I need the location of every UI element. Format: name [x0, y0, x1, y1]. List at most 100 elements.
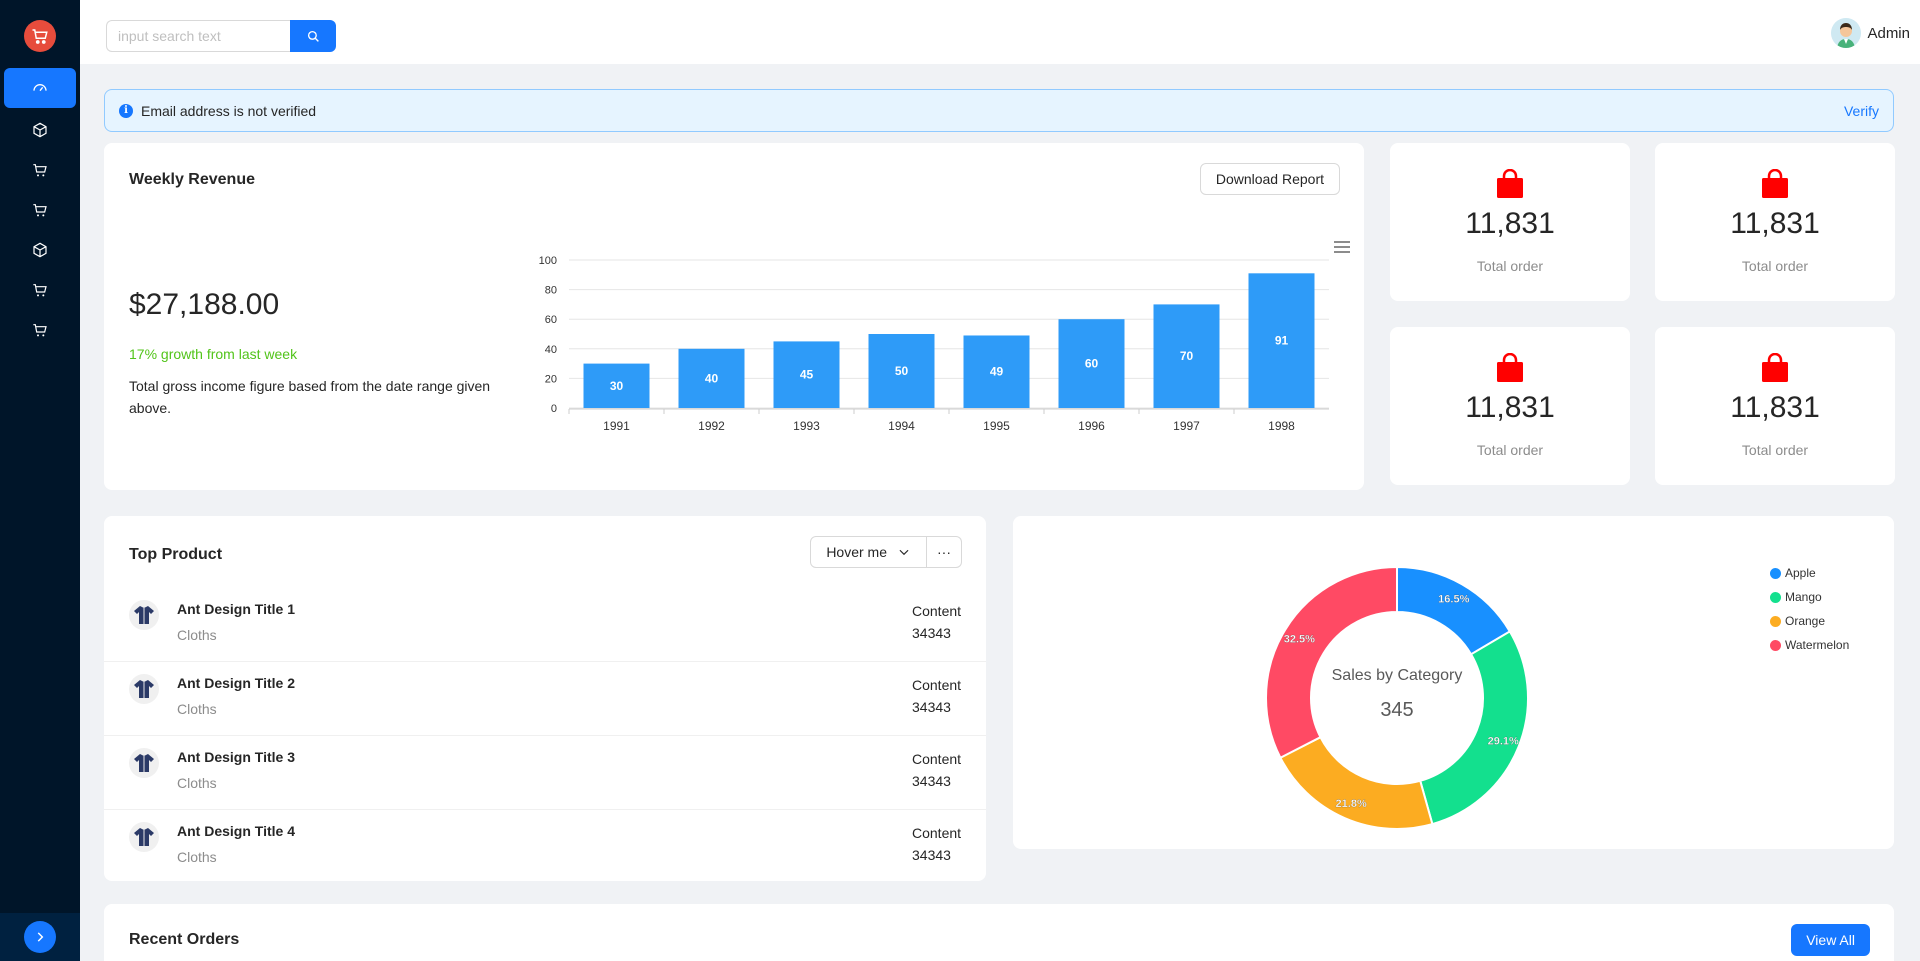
bar-data-label: 49 [990, 365, 1004, 379]
weekly-revenue-title: Weekly Revenue [129, 171, 255, 188]
product-category: Cloths [177, 701, 217, 717]
product-thumbnail [129, 600, 159, 630]
slice-label: 16.5% [1438, 594, 1469, 606]
cart-icon [33, 164, 47, 177]
stat-value: 11,831 [1465, 207, 1555, 240]
user-menu[interactable]: Admin [1831, 18, 1910, 48]
sidebar-item-1[interactable] [4, 68, 76, 108]
shopping-bag-icon [1497, 353, 1523, 382]
search-icon [307, 30, 319, 42]
bar-1996[interactable] [1058, 319, 1125, 408]
cube-icon [33, 242, 47, 258]
recent-orders-title: Recent Orders [129, 931, 240, 948]
stat-label: Total order [1741, 258, 1809, 274]
x-tick-label: 1998 [1268, 419, 1295, 433]
bar-1998[interactable] [1248, 273, 1315, 408]
list-item[interactable]: Ant Design Title 4 Cloths Content 34343 [104, 810, 986, 884]
y-tick-label: 60 [545, 314, 557, 326]
y-tick-label: 20 [545, 373, 557, 385]
legend-item-mango[interactable]: Mango [1770, 590, 1849, 604]
sales-by-category-card: 16.5% 29.1% 21.8% 32.5% Sales by Category 345… [1013, 516, 1894, 849]
sidebar-item-4[interactable] [4, 190, 76, 230]
revenue-description: Total gross income figure based from the… [129, 378, 491, 416]
product-content-label: Content [912, 751, 962, 767]
product-thumbnail [129, 674, 159, 704]
stat-value: 11,831 [1730, 207, 1820, 240]
search-button[interactable] [290, 20, 336, 52]
dropdown-label: Hover me [826, 544, 887, 560]
sidebar-item-6[interactable] [4, 270, 76, 310]
list-item[interactable]: Ant Design Title 2 Cloths Content 34343 [104, 662, 986, 736]
hover-me-dropdown[interactable]: Hover me [810, 536, 927, 568]
more-button[interactable]: ··· [927, 536, 962, 568]
stat-card: 11,831 Total order [1390, 143, 1630, 301]
cart-icon [33, 324, 47, 337]
verify-link[interactable]: Verify [1843, 102, 1879, 119]
sidebar-item-5[interactable] [4, 230, 76, 270]
cart-icon [33, 284, 47, 297]
product-content-value: 34343 [912, 625, 951, 641]
x-tick-label: 1996 [1078, 419, 1105, 433]
download-report-button[interactable]: Download Report [1199, 163, 1340, 195]
weekly-revenue-card: Weekly Revenue Download Report $27,188.0… [104, 143, 1364, 490]
stat-card: 11,831 Total order [1390, 327, 1630, 485]
slice-watermelon[interactable] [1265, 565, 1398, 760]
product-category: Cloths [177, 849, 217, 865]
email-verification-alert: i Email address is not verified Verify [104, 89, 1894, 132]
stat-value: 11,831 [1465, 391, 1555, 424]
header: Admin [80, 0, 1920, 64]
product-title: Ant Design Title 3 [177, 749, 295, 765]
product-thumbnail [129, 822, 159, 852]
legend-label: Apple [1785, 566, 1816, 580]
sidebar [0, 0, 80, 961]
sidebar-item-2[interactable] [4, 110, 76, 150]
product-thumbnail [129, 748, 159, 778]
revenue-growth: 17% growth from last week [129, 346, 298, 362]
y-tick-label: 40 [545, 344, 557, 356]
product-category: Cloths [177, 775, 217, 791]
expand-button[interactable] [24, 921, 56, 953]
product-content-value: 34343 [912, 847, 951, 863]
slice-orange[interactable] [1279, 735, 1434, 830]
stat-value: 11,831 [1730, 391, 1820, 424]
product-content-label: Content [912, 603, 962, 619]
bar-data-label: 70 [1180, 349, 1194, 363]
slice-label: 29.1% [1488, 736, 1519, 748]
list-item[interactable]: Ant Design Title 3 Cloths Content 34343 [104, 736, 986, 810]
bar-1997[interactable] [1153, 304, 1220, 408]
view-all-button[interactable]: View All [1791, 924, 1870, 956]
sales-donut-chart: 16.5% 29.1% 21.8% 32.5% Sales by Category 345 [1265, 565, 1529, 830]
sidebar-item-7[interactable] [4, 310, 76, 350]
x-tick-label: 1992 [698, 419, 725, 433]
bar-data-label: 50 [895, 364, 909, 378]
legend-item-orange[interactable]: Orange [1770, 614, 1849, 628]
donut-center-title: Sales by Category [1332, 667, 1463, 684]
donut-center-value: 345 [1380, 699, 1413, 721]
dropdown-button-group: Hover me ··· [810, 536, 962, 568]
legend-marker [1770, 591, 1781, 603]
slice-label: 32.5% [1284, 633, 1315, 645]
top-product-title: Top Product [129, 546, 223, 563]
sidebar-item-3[interactable] [4, 150, 76, 190]
cart-icon [33, 204, 47, 217]
bar-1993[interactable] [773, 341, 840, 408]
legend-item-apple[interactable]: Apple [1770, 566, 1849, 580]
recent-orders-card: Recent Orders View All [104, 904, 1894, 961]
logo[interactable] [24, 20, 56, 52]
y-tick-label: 80 [545, 285, 557, 297]
bar-1995[interactable] [963, 335, 1030, 408]
bar-1992[interactable] [678, 348, 745, 408]
x-tick-label: 1997 [1173, 419, 1200, 433]
slice-mango[interactable] [1419, 630, 1529, 826]
stat-label: Total order [1476, 442, 1544, 458]
search-input[interactable] [106, 20, 290, 52]
bar-1994[interactable] [868, 334, 935, 408]
search-bar [106, 20, 336, 52]
bar-1991[interactable] [583, 363, 650, 408]
alert-message: Email address is not verified [141, 102, 317, 119]
legend-item-watermelon[interactable]: Watermelon [1770, 638, 1849, 652]
list-item[interactable]: Ant Design Title 1 Cloths Content 34343 [104, 588, 986, 662]
chart-menu-icon[interactable] [1334, 241, 1350, 253]
bar-data-label: 30 [610, 379, 624, 393]
top-product-card: Top Product Hover me ··· Ant Design Titl… [104, 516, 986, 881]
